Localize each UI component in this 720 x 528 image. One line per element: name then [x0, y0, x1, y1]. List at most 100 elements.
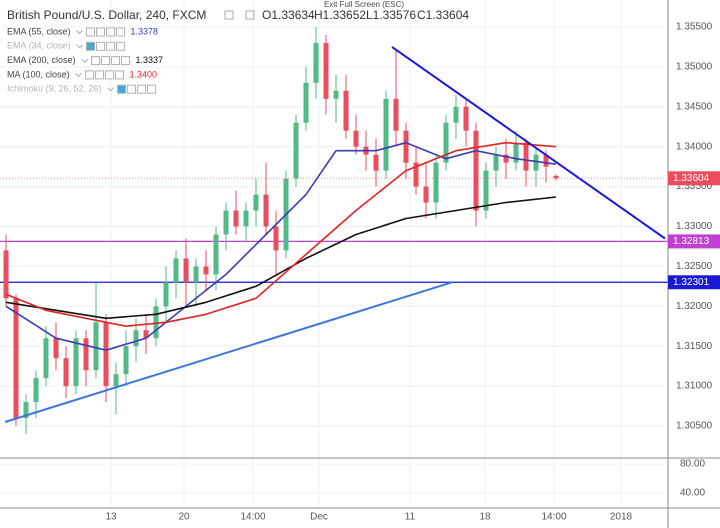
y-tick-label: 1.33000: [676, 221, 713, 232]
legend-button[interactable]: [127, 84, 137, 94]
candle-body: [263, 194, 269, 227]
candle-body: [103, 322, 109, 387]
legend-button[interactable]: [85, 70, 95, 80]
y-tick-label: 1.33500: [676, 181, 713, 192]
candle-body: [153, 306, 159, 339]
tooltip-bg: [318, 0, 410, 11]
y-tick-label: 1.35000: [676, 62, 713, 73]
marks: [0, 26, 668, 434]
candle-body: [383, 98, 389, 171]
y-tick-label: 1.32000: [676, 301, 713, 312]
price-tag-label: 1.32813: [673, 236, 710, 247]
tooltip: Exit Full Screen (ESC): [324, 0, 404, 9]
legend-button[interactable]: [106, 27, 116, 37]
y-tick-label: 1.32500: [676, 261, 713, 272]
y-tick-label: 1.31500: [676, 341, 713, 352]
legend: EMA (55, close) 1.3378 EMA (34, close) EMA …: [7, 26, 163, 94]
candle-body: [453, 106, 459, 123]
ohlc-high: H1.33652: [314, 8, 366, 22]
legend-button[interactable]: [137, 84, 147, 94]
legend-caret: [76, 44, 83, 49]
legend-entry[interactable]: Ichimoku (9, 26, 52, 26): [7, 84, 102, 94]
legend-button[interactable]: [91, 56, 101, 66]
candle-body: [23, 402, 29, 419]
y-tick-label: 1.35500: [676, 22, 713, 33]
candle-body: [353, 130, 359, 147]
legend-button[interactable]: [106, 41, 116, 51]
legend-entry[interactable]: EMA (34, close): [7, 41, 71, 51]
legend-button[interactable]: [111, 56, 121, 66]
legend-button[interactable]: [96, 27, 106, 37]
legend-button[interactable]: [115, 70, 125, 80]
legend-entry[interactable]: MA (100, close): [7, 69, 70, 79]
x-tick-label: 14:00: [240, 512, 265, 523]
icon[interactable]: [245, 10, 255, 20]
legend-button[interactable]: [116, 41, 126, 51]
legend-button[interactable]: [101, 56, 111, 66]
candle-body: [93, 322, 99, 371]
legend-button[interactable]: [86, 41, 96, 51]
legend-caret: [107, 87, 114, 92]
legend-button[interactable]: [121, 56, 131, 66]
x-tick-label: 2018: [610, 512, 633, 523]
price-tag: [668, 171, 720, 186]
candle-body: [213, 234, 219, 275]
candle-body: [183, 258, 189, 283]
candle-body: [493, 154, 499, 171]
icon[interactable]: [224, 10, 234, 20]
candle-body: [313, 42, 319, 83]
trendline: [391, 46, 666, 240]
legend-value: 1.3400: [130, 69, 158, 79]
grid: [0, 0, 668, 508]
candle-body: [443, 122, 449, 163]
ohlc-low: L1.33576: [366, 8, 416, 22]
candle-body: [423, 186, 429, 203]
x-tick-label: 13: [105, 512, 117, 523]
candle-body: [343, 90, 349, 131]
candle-body: [393, 98, 399, 131]
candle-body: [373, 154, 379, 171]
candle-body: [113, 374, 119, 387]
legend-button[interactable]: [96, 41, 106, 51]
symbol-title: British Pound/U.S. Dollar, 240, FXCM: [7, 8, 206, 22]
candle-body: [463, 106, 469, 131]
candle-body: [543, 154, 549, 167]
x-tick-label: 18: [479, 512, 491, 523]
candle-body: [553, 175, 559, 179]
candle-body: [53, 338, 59, 359]
legend-entry[interactable]: EMA (200, close): [7, 55, 76, 65]
trendline: [4, 281, 453, 423]
legend-button[interactable]: [86, 27, 96, 37]
y-tick-label: 1.34000: [676, 141, 713, 152]
candle-body: [503, 154, 509, 163]
candle-body: [253, 194, 259, 211]
legend-button[interactable]: [95, 70, 105, 80]
candle-body: [513, 142, 519, 163]
legend-button[interactable]: [147, 84, 157, 94]
candle-body: [243, 210, 249, 227]
legend-entry[interactable]: EMA (55, close): [7, 26, 71, 36]
candle-body: [33, 378, 39, 403]
candle-body: [133, 330, 139, 347]
legend-value: 1.3378: [131, 26, 159, 36]
legend-button[interactable]: [105, 70, 115, 80]
candle-body: [233, 210, 239, 227]
candle-body: [43, 338, 49, 379]
x-tick-label: Dec: [310, 512, 328, 523]
candle-body: [123, 346, 129, 375]
candle-body: [483, 170, 489, 211]
legend-caret: [81, 58, 88, 63]
y-tick-label: 80.00: [680, 459, 705, 470]
candle-body: [73, 338, 79, 387]
legend-button[interactable]: [117, 84, 127, 94]
candle-body: [293, 122, 299, 179]
legend-button[interactable]: [116, 27, 126, 37]
candle-body: [533, 154, 539, 171]
y-tick-label: 1.34500: [676, 101, 713, 112]
ohlc-open: O1.33634: [262, 8, 315, 22]
legend-caret: [76, 30, 83, 35]
candle-body: [413, 162, 419, 187]
candle-body: [273, 226, 279, 251]
indicator-line: [5, 141, 557, 327]
